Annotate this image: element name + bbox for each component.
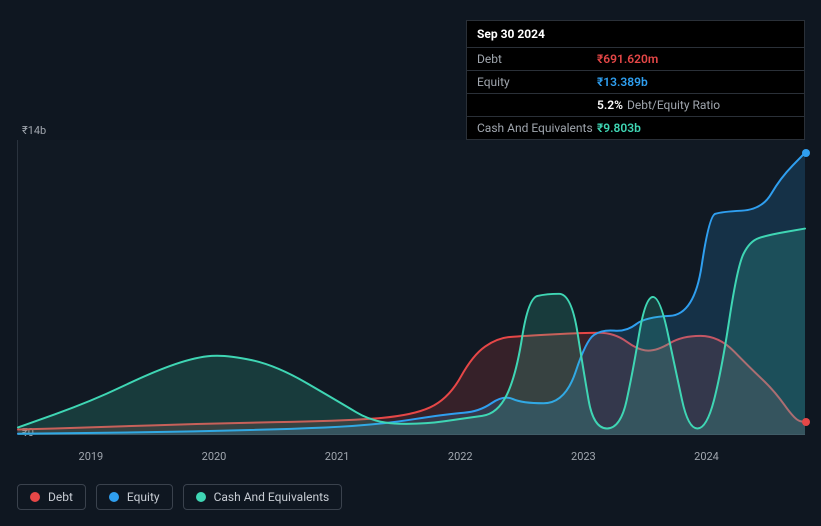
series-end-dot bbox=[802, 149, 810, 157]
x-tick-label: 2020 bbox=[202, 450, 227, 463]
legend-label: Debt bbox=[48, 490, 73, 504]
x-tick-label: 2022 bbox=[448, 450, 473, 463]
tooltip-row-value: ₹691.620m bbox=[597, 52, 794, 66]
series-end-dot bbox=[802, 418, 810, 426]
x-tick-label: 2024 bbox=[694, 450, 719, 463]
legend-label: Cash And Equivalents bbox=[214, 490, 330, 504]
x-tick-label: 2019 bbox=[79, 450, 104, 463]
tooltip-row-label: Debt bbox=[477, 52, 597, 66]
y-tick-max: ₹14b bbox=[22, 124, 46, 137]
chart-plot-area bbox=[17, 140, 805, 435]
chart-svg bbox=[18, 140, 805, 435]
tooltip-row-value: ₹13.389b bbox=[597, 75, 794, 89]
tooltip-row: Debt₹691.620m bbox=[467, 48, 804, 71]
legend-item[interactable]: Equity bbox=[96, 484, 173, 510]
tooltip-row-label: Equity bbox=[477, 75, 597, 89]
tooltip-row-label bbox=[477, 98, 597, 112]
legend-item[interactable]: Cash And Equivalents bbox=[183, 484, 343, 510]
tooltip-row-label: Cash And Equivalents bbox=[477, 121, 597, 135]
chart-legend: Debt Equity Cash And Equivalents bbox=[17, 484, 342, 510]
x-tick-label: 2023 bbox=[571, 450, 596, 463]
tooltip-row-value: ₹9.803b bbox=[597, 121, 794, 135]
legend-label: Equity bbox=[127, 490, 160, 504]
legend-swatch bbox=[109, 492, 119, 502]
legend-swatch bbox=[30, 492, 40, 502]
tooltip-row: 5.2%Debt/Equity Ratio bbox=[467, 94, 804, 117]
legend-item[interactable]: Debt bbox=[17, 484, 86, 510]
tooltip-date: Sep 30 2024 bbox=[467, 21, 804, 48]
tooltip-row: Cash And Equivalents₹9.803b bbox=[467, 117, 804, 139]
legend-swatch bbox=[196, 492, 206, 502]
x-tick-label: 2021 bbox=[325, 450, 350, 463]
tooltip-row: Equity₹13.389b bbox=[467, 71, 804, 94]
data-tooltip: Sep 30 2024 Debt₹691.620mEquity₹13.389b5… bbox=[466, 20, 805, 140]
chart-container: { "tooltip": { "date": "Sep 30 2024", "r… bbox=[0, 0, 821, 526]
tooltip-row-value: 5.2%Debt/Equity Ratio bbox=[597, 98, 794, 112]
